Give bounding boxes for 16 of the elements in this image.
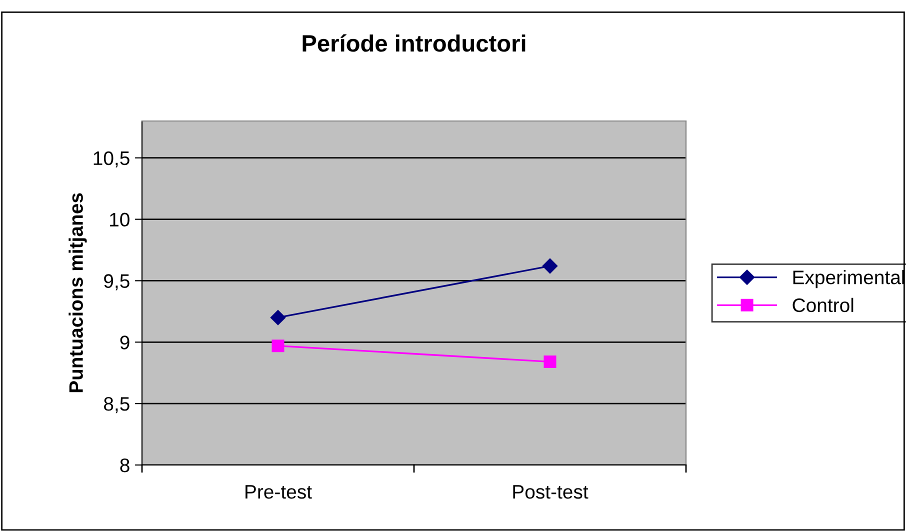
point <box>272 340 284 352</box>
y-tick-label: 9 <box>120 336 130 350</box>
y-tick-label: 8,5 <box>104 397 130 414</box>
legend-label: Control <box>792 298 854 312</box>
point <box>270 310 286 326</box>
x-tick-label: Pre-test <box>246 485 312 499</box>
chart-title: Període introductori <box>302 34 526 52</box>
y-tick-label: 10,5 <box>94 151 130 168</box>
y-axis-title: Puntuacions mitjanes <box>68 193 87 392</box>
y-tick-label: 9,5 <box>104 274 130 290</box>
x-tick-label: Post-test <box>513 485 588 499</box>
point <box>542 258 558 274</box>
point <box>544 356 556 368</box>
legend-label: Experimental <box>793 270 904 288</box>
y-tick-label: 8 <box>120 458 130 472</box>
y-tick-label: 10 <box>110 212 130 227</box>
